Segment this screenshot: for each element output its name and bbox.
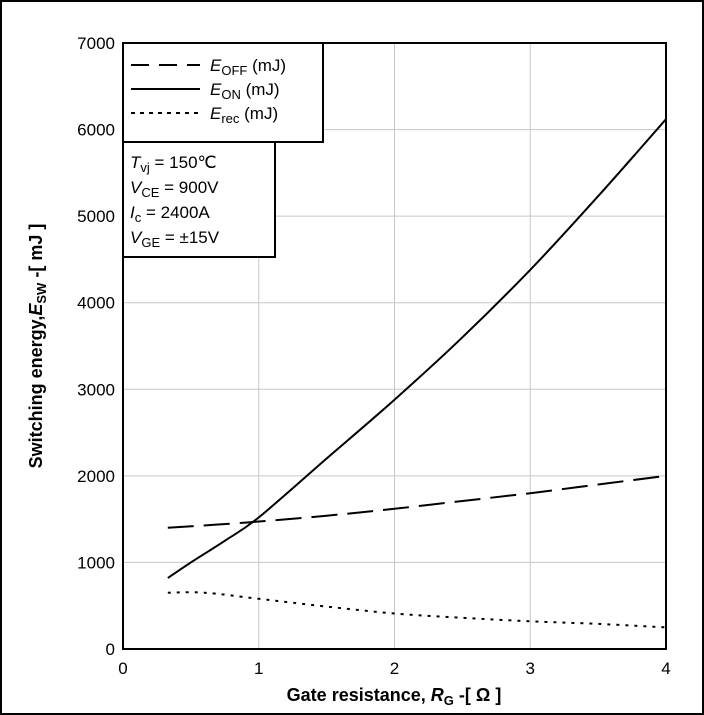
condition-subscript: c: [135, 210, 142, 225]
x-axis-title-main: Gate resistance,: [287, 685, 431, 705]
y-axis-title-main: Switching energy,: [26, 316, 46, 469]
x-tick-label: 3: [526, 659, 535, 678]
series-group: [167, 118, 667, 629]
x-tick-label: 1: [254, 659, 263, 678]
series-line-off: [167, 474, 667, 529]
y-tick-label: 6000: [77, 121, 115, 140]
y-tick-label: 5000: [77, 207, 115, 226]
condition-line: VCE = 900V: [130, 178, 219, 200]
y-axis-title-unit: -[ mJ ]: [26, 224, 46, 283]
x-axis-title: Gate resistance, RG -[ Ω ]: [287, 685, 502, 708]
y-tick-label: 3000: [77, 380, 115, 399]
condition-symbol: T: [130, 153, 142, 172]
legend-subscript: OFF: [221, 63, 247, 78]
x-tick-label: 4: [661, 659, 670, 678]
axis-ticks: 0 1 2 3 4 0 1000 2000 3000 4000 5000 6000 7000: [77, 34, 671, 678]
condition-value: = 150℃: [150, 153, 217, 172]
legend-label-on: EON (mJ): [210, 80, 280, 102]
condition-subscript: GE: [141, 235, 160, 250]
legend-subscript: rec: [221, 111, 240, 126]
legend-symbol: E: [210, 104, 222, 123]
grid: [123, 43, 666, 649]
legend-symbol: E: [210, 56, 222, 75]
series-line-rec: [167, 591, 667, 629]
legend: EOFF (mJ)EON (mJ)Erec (mJ): [122, 42, 324, 143]
plot-area-frame: [122, 42, 667, 650]
condition-symbol: V: [130, 178, 143, 197]
x-axis-title-symbol: R: [431, 685, 444, 705]
y-tick-label: 2000: [77, 467, 115, 486]
condition-line: Tvj = 150℃: [130, 153, 217, 175]
y-tick-label: 4000: [77, 294, 115, 313]
y-axis-title-symbol: E: [26, 303, 46, 316]
legend-unit: (mJ): [241, 80, 280, 99]
condition-symbol: V: [130, 228, 143, 247]
y-axis-title-sub: SW: [34, 282, 49, 304]
legend-unit: (mJ): [247, 56, 286, 75]
legend-symbol: E: [210, 80, 222, 99]
condition-line: VGE = ±15V: [130, 228, 220, 250]
y-tick-label: 0: [106, 640, 115, 659]
x-tick-label: 2: [390, 659, 399, 678]
condition-value: = 900V: [159, 178, 219, 197]
legend-label-off: EOFF (mJ): [210, 56, 286, 78]
series-line-on: [167, 118, 667, 579]
condition-value: = ±15V: [160, 228, 220, 247]
x-axis-title-sub: G: [444, 693, 454, 708]
x-tick-label: 0: [118, 659, 127, 678]
conditions-frame: [122, 141, 276, 258]
condition-line: Ic = 2400A: [130, 203, 210, 225]
y-axis-title: Switching energy,ESW -[ mJ ]: [26, 224, 49, 469]
condition-symbol: I: [130, 203, 135, 222]
condition-value: = 2400A: [141, 203, 210, 222]
legend-subscript: ON: [221, 87, 241, 102]
y-tick-label: 7000: [77, 34, 115, 53]
legend-label-rec: Erec (mJ): [210, 104, 278, 126]
condition-subscript: CE: [141, 185, 159, 200]
condition-subscript: vj: [140, 160, 150, 175]
y-tick-label: 1000: [77, 553, 115, 572]
x-axis-title-unit: -[ Ω ]: [454, 685, 501, 705]
legend-unit: (mJ): [239, 104, 278, 123]
